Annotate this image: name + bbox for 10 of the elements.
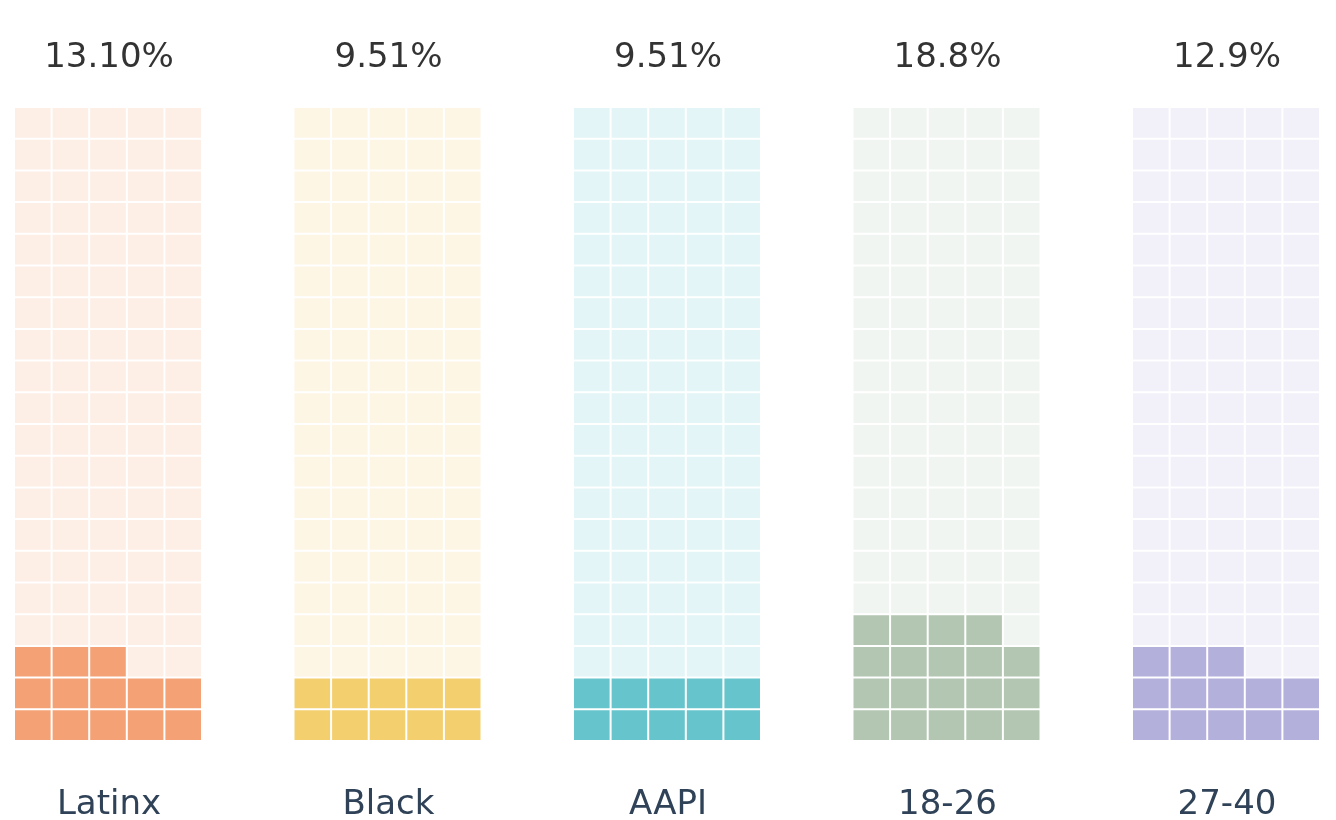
category-label: Black (342, 782, 435, 820)
category-label: Latinx (56, 782, 162, 820)
data-label: 13.10% (44, 35, 174, 75)
category-label: AAPI (629, 782, 707, 820)
data-label: 12.9% (1172, 35, 1282, 75)
category-label: 27-40 (1177, 782, 1277, 820)
data-label: 9.51% (613, 35, 723, 75)
data-label: 18.8% (893, 35, 1002, 75)
category-label: 18-26 (898, 782, 997, 820)
data-label: 9.51% (334, 35, 443, 75)
